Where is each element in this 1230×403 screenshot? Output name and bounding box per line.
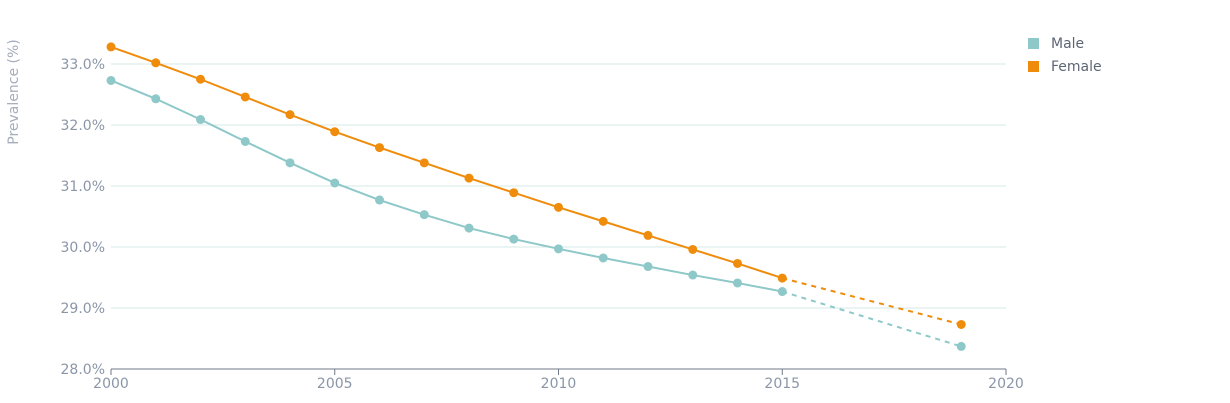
data-point-male[interactable]: [151, 94, 161, 104]
data-point-male[interactable]: [240, 136, 250, 146]
data-point-male[interactable]: [643, 262, 653, 272]
legend-item-male[interactable]: Male: [1028, 32, 1102, 55]
data-point-female[interactable]: [106, 42, 116, 52]
data-point-male[interactable]: [464, 223, 474, 233]
data-point-female[interactable]: [688, 244, 698, 254]
data-point-female[interactable]: [419, 158, 429, 168]
data-point-male[interactable]: [330, 178, 340, 188]
data-point-male[interactable]: [196, 115, 205, 125]
data-point-female[interactable]: [330, 127, 340, 137]
data-point-female[interactable]: [777, 273, 787, 283]
x-tick-label: 2010: [541, 376, 577, 392]
data-point-female[interactable]: [240, 92, 250, 102]
data-point-male[interactable]: [106, 75, 116, 85]
legend: Male Female: [1028, 32, 1102, 78]
y-tick-label: 29.0%: [61, 301, 105, 317]
data-point-male[interactable]: [375, 195, 384, 205]
y-tick-label: 33.0%: [61, 57, 105, 73]
data-point-male[interactable]: [554, 244, 563, 254]
data-point-male[interactable]: [777, 287, 787, 297]
data-point-male[interactable]: [733, 278, 742, 288]
series-line-male: [110, 79, 783, 293]
data-point-male[interactable]: [509, 234, 519, 244]
y-tick-label: 30.0%: [61, 240, 105, 256]
data-point-female[interactable]: [598, 216, 608, 226]
legend-label-female: Female: [1051, 58, 1102, 75]
series-layer: [106, 42, 966, 351]
data-point-male[interactable]: [688, 270, 698, 280]
legend-swatch-female: [1028, 61, 1039, 72]
data-point-male[interactable]: [598, 253, 608, 263]
legend-label-male: Male: [1051, 35, 1085, 52]
x-tick-label: 2005: [317, 376, 353, 392]
data-point-male[interactable]: [285, 158, 295, 168]
data-point-female[interactable]: [285, 110, 295, 120]
data-point-female[interactable]: [151, 58, 161, 68]
y-tick-label: 32.0%: [61, 118, 105, 134]
legend-item-female[interactable]: Female: [1028, 55, 1102, 78]
data-point-female[interactable]: [375, 143, 384, 153]
series-projection-line-female: [781, 277, 962, 326]
data-point-female[interactable]: [196, 74, 205, 84]
data-point-female[interactable]: [509, 188, 519, 198]
y-tick-label: 28.0%: [61, 362, 105, 378]
x-tick-label: 2015: [764, 376, 800, 392]
series-line-female: [110, 45, 783, 280]
axes: 28.0% 29.0% 30.0% 31.0% 32.0% 33.0% 2000 2005 20…: [61, 57, 1024, 392]
x-tick-label: 2020: [988, 376, 1024, 392]
data-point-female[interactable]: [554, 202, 563, 212]
y-axis-label: Prevalence (%): [6, 39, 22, 145]
data-point-female[interactable]: [733, 258, 742, 268]
data-point-female[interactable]: [464, 173, 474, 183]
legend-swatch-male: [1028, 38, 1039, 49]
data-point-female[interactable]: [956, 319, 966, 329]
gridlines: [111, 63, 1006, 309]
data-point-male[interactable]: [956, 341, 966, 351]
y-tick-label: 31.0%: [61, 179, 105, 195]
series-projection-line-male: [781, 290, 962, 348]
data-point-female[interactable]: [643, 230, 653, 240]
data-point-male[interactable]: [419, 210, 429, 220]
x-tick-label: 2000: [93, 376, 129, 392]
